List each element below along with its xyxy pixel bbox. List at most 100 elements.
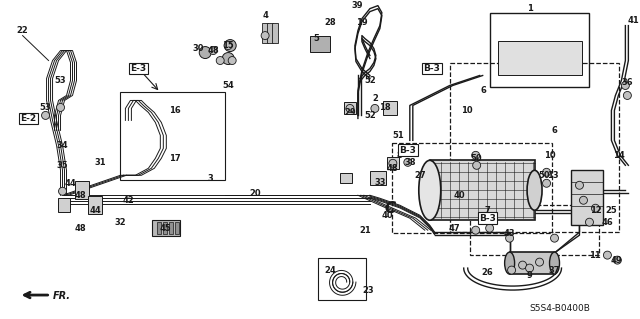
Bar — [163, 222, 167, 234]
Text: B-3: B-3 — [399, 146, 416, 155]
Text: 16: 16 — [170, 106, 181, 115]
Text: 53: 53 — [40, 103, 51, 112]
Text: 53: 53 — [54, 76, 67, 85]
Text: 18: 18 — [379, 103, 390, 112]
Circle shape — [56, 103, 65, 111]
Circle shape — [222, 53, 234, 64]
Bar — [470, 205, 600, 255]
Bar — [370, 171, 386, 185]
Ellipse shape — [550, 252, 559, 274]
Text: 26: 26 — [482, 268, 493, 277]
Text: 47: 47 — [449, 224, 461, 233]
Text: C: C — [384, 201, 396, 216]
Text: 19: 19 — [356, 18, 368, 27]
Text: 40: 40 — [454, 191, 465, 200]
Text: 5: 5 — [313, 34, 319, 43]
Text: 38: 38 — [404, 158, 415, 167]
Text: 50: 50 — [539, 171, 550, 180]
Circle shape — [199, 47, 211, 58]
Bar — [340, 173, 352, 183]
Bar — [430, 160, 534, 220]
Text: 13: 13 — [547, 171, 558, 180]
Text: 48: 48 — [75, 224, 86, 233]
Circle shape — [261, 32, 269, 40]
Bar — [498, 41, 582, 76]
Text: 23: 23 — [362, 286, 374, 294]
Bar — [175, 222, 179, 234]
Text: 6: 6 — [481, 86, 486, 95]
Circle shape — [575, 181, 584, 189]
Circle shape — [613, 256, 621, 264]
Text: 20: 20 — [250, 189, 261, 198]
Circle shape — [228, 56, 236, 64]
Bar — [58, 198, 70, 212]
Circle shape — [472, 226, 479, 234]
Circle shape — [518, 261, 527, 269]
Circle shape — [58, 187, 67, 195]
Text: 30: 30 — [193, 44, 204, 53]
Text: 15: 15 — [222, 41, 234, 50]
Bar — [490, 13, 589, 87]
Text: 37: 37 — [548, 266, 560, 275]
Text: 4: 4 — [262, 11, 268, 20]
Circle shape — [621, 81, 629, 89]
Circle shape — [543, 179, 550, 187]
Text: 54: 54 — [222, 81, 234, 90]
Text: 27: 27 — [414, 171, 426, 180]
Ellipse shape — [504, 252, 515, 274]
Text: 17: 17 — [170, 154, 181, 163]
Text: 50: 50 — [470, 154, 481, 163]
Bar — [383, 101, 397, 115]
Text: 51: 51 — [392, 131, 404, 140]
Circle shape — [586, 218, 593, 226]
Bar — [76, 181, 90, 199]
Circle shape — [216, 56, 224, 64]
Text: 43: 43 — [504, 229, 515, 238]
Bar — [318, 258, 366, 300]
Bar — [572, 170, 604, 225]
Text: 34: 34 — [57, 141, 68, 150]
Text: 42: 42 — [122, 196, 134, 205]
Bar — [120, 93, 225, 180]
Circle shape — [591, 204, 600, 212]
Text: S5S4-B0400B: S5S4-B0400B — [529, 303, 591, 313]
Bar — [88, 196, 102, 214]
Bar — [152, 220, 180, 236]
Bar — [509, 252, 554, 274]
Text: E-3: E-3 — [131, 64, 147, 73]
Text: 31: 31 — [95, 158, 106, 167]
Bar — [170, 222, 173, 234]
Circle shape — [404, 158, 412, 166]
Text: 46: 46 — [602, 218, 613, 227]
Text: 1: 1 — [527, 4, 532, 13]
Circle shape — [486, 224, 493, 232]
Bar — [157, 222, 161, 234]
Circle shape — [550, 234, 559, 242]
Text: 44: 44 — [90, 206, 101, 215]
Text: 45: 45 — [159, 224, 171, 233]
Bar — [262, 23, 268, 42]
Circle shape — [472, 151, 479, 159]
Text: E-2: E-2 — [20, 114, 36, 123]
Circle shape — [604, 251, 611, 259]
Circle shape — [543, 168, 550, 176]
Circle shape — [224, 40, 236, 52]
Text: 8: 8 — [397, 151, 403, 160]
Circle shape — [389, 159, 397, 167]
Text: 25: 25 — [605, 206, 618, 215]
Text: 22: 22 — [17, 26, 29, 35]
Circle shape — [506, 234, 514, 242]
Text: 28: 28 — [324, 18, 336, 27]
Bar — [387, 157, 399, 169]
Text: 40: 40 — [382, 211, 394, 220]
Circle shape — [525, 264, 534, 272]
Text: 29: 29 — [344, 108, 356, 117]
Text: 48: 48 — [75, 191, 86, 200]
Text: 24: 24 — [324, 266, 336, 275]
Text: 52: 52 — [364, 111, 376, 120]
Circle shape — [579, 196, 588, 204]
Text: 48: 48 — [207, 46, 219, 55]
Bar — [272, 23, 278, 42]
Ellipse shape — [527, 170, 542, 210]
Circle shape — [473, 161, 481, 169]
